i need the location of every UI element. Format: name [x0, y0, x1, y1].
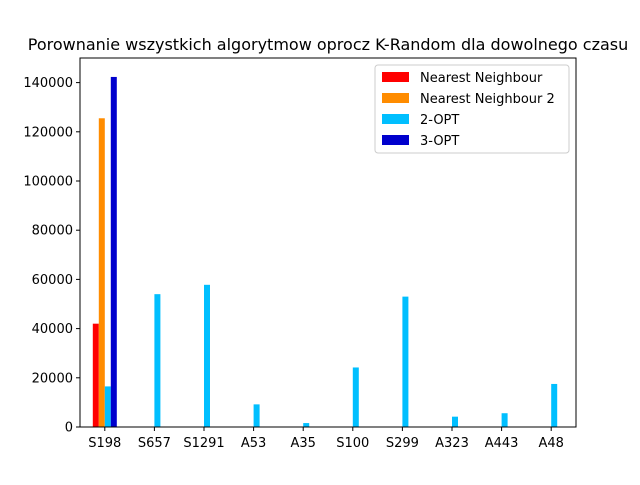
y-tick-label: 0	[65, 421, 73, 436]
plot-frame	[79, 57, 577, 428]
x-tick-label: S100	[336, 436, 369, 451]
chart-title: Porownanie wszystkich algorytmow oprocz …	[28, 35, 629, 54]
x-tick-label: A443	[485, 436, 519, 451]
bar-2-opt-s198	[104, 386, 111, 427]
bars-group	[92, 76, 558, 428]
bar-2-opt-s657	[154, 294, 161, 427]
y-tick-label: 60000	[32, 273, 73, 288]
legend-box	[374, 64, 570, 154]
y-tick-label: 40000	[32, 322, 73, 337]
bar-3-opt-s198	[110, 76, 117, 427]
bar-2-opt-s100	[352, 367, 359, 427]
legend-swatch	[382, 135, 409, 145]
x-tick-label: S1291	[183, 436, 224, 451]
x-tick-label: A53	[241, 436, 266, 451]
y-tick-label: 80000	[32, 224, 73, 239]
legend-swatch	[382, 72, 409, 82]
bar-2-opt-s1291	[204, 284, 210, 427]
x-tick-label: S198	[88, 436, 121, 451]
legend-label: Nearest Neighbour	[420, 71, 543, 86]
legend-swatch	[382, 93, 409, 103]
bar-2-opt-a323	[452, 416, 458, 427]
x-axis: S198 S657 S1291 A53 A35 S100 S299 A323 A443 A48	[88, 427, 564, 451]
bar-2-opt-a35	[303, 423, 310, 427]
legend-swatch	[382, 114, 409, 124]
y-tick-label: 100000	[23, 175, 73, 190]
legend: Nearest Neighbour Nearest Neighbour 2 2-OP…	[374, 64, 570, 154]
y-axis: 0 20000 40000 60000 80000 100000 120000 140000	[23, 76, 80, 436]
legend-label: 2-OPT	[420, 113, 459, 128]
y-tick-label: 140000	[23, 76, 73, 91]
bar-nearest-neighbour-2-s198	[98, 118, 105, 428]
x-tick-label: S299	[386, 436, 419, 451]
bar-nearest-neighbour-s198	[92, 323, 99, 427]
bar-2-opt-s299	[402, 296, 409, 427]
x-tick-label: A48	[538, 436, 563, 451]
bar-2-opt-a48	[551, 383, 558, 427]
x-tick-label: S657	[138, 436, 171, 451]
legend-label: 3-OPT	[420, 134, 459, 149]
y-tick-label: 20000	[32, 371, 73, 386]
x-tick-label: A323	[435, 436, 469, 451]
bar-2-opt-a443	[501, 413, 508, 427]
y-tick-label: 120000	[23, 125, 73, 140]
x-tick-label: A35	[290, 436, 315, 451]
bar-2-opt-a53	[253, 404, 260, 427]
legend-label: Nearest Neighbour 2	[420, 92, 555, 107]
